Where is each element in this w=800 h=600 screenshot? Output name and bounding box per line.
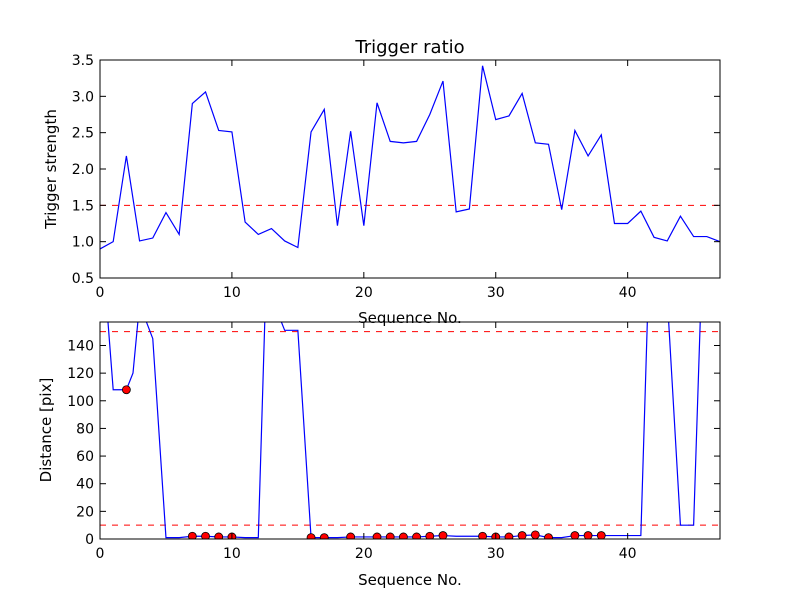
trigger-x-tick-label: 10	[223, 285, 241, 301]
trigger-chart-title: Trigger ratio	[354, 37, 464, 58]
distance-data-point	[596, 531, 606, 539]
trigger-y-tick-label: 2.5	[72, 126, 94, 142]
trigger-x-tick-label: 0	[96, 285, 105, 301]
distance-plot-frame	[99, 321, 721, 540]
distance-data-point	[412, 532, 421, 539]
distance-y-ticks: 0 20 40 60 80 100 120 140	[67, 338, 720, 548]
distance-y-axis-label: Distance [pix]	[37, 378, 55, 483]
distance-y-tick-label: 0	[85, 532, 94, 548]
trigger-y-ticks: 0.5 1.0 1.5 2.0 2.5 3.0 3.5	[72, 53, 720, 287]
distance-data-point	[214, 532, 224, 539]
distance-x-tick-label: 0	[96, 546, 105, 562]
distance-data-point	[187, 531, 197, 539]
distance-threshold-lines	[100, 331, 720, 526]
trigger-x-tick-label: 40	[619, 285, 637, 301]
trigger-ratio-panel: Trigger ratio 0 10 20 30 40 0.5 1.0 1.5 2.0 2.5 3…	[42, 37, 721, 327]
distance-x-tick-label: 30	[487, 546, 505, 562]
distance-data-point	[478, 531, 487, 539]
trigger-x-tick-label: 20	[355, 285, 373, 301]
distance-data-point	[319, 533, 329, 539]
distance-x-tick-label: 40	[619, 546, 637, 562]
distance-y-tick-label: 100	[67, 394, 94, 410]
distance-x-axis-label: Sequence No.	[358, 571, 462, 589]
distance-data-point	[372, 532, 382, 539]
distance-data-point	[530, 530, 540, 539]
distance-data-point	[399, 532, 408, 539]
trigger-y-tick-label: 3.0	[72, 89, 94, 105]
distance-data-point	[201, 531, 210, 539]
trigger-y-tick-label: 0.5	[72, 271, 94, 287]
trigger-series-line	[100, 65, 720, 250]
distance-y-tick-label: 20	[76, 504, 94, 520]
distance-y-tick-label: 140	[67, 338, 94, 354]
trigger-series-group	[100, 65, 720, 250]
distance-y-tick-label: 80	[76, 421, 94, 437]
distance-x-tick-label: 20	[355, 546, 373, 562]
distance-data-point	[544, 533, 553, 539]
distance-data-point	[583, 531, 593, 539]
distance-data-point	[385, 532, 395, 539]
distance-data-point	[121, 385, 131, 395]
distance-panel: 0 10 20 30 40 0 20 40 60 80 100 120 140 Sequence No…	[37, 321, 721, 589]
distance-data-point	[570, 531, 580, 539]
trigger-x-axis-label: Sequence No.	[358, 309, 462, 327]
trigger-y-axis-label: Trigger strength	[42, 109, 60, 230]
distance-data-point	[504, 532, 514, 539]
trigger-x-ticks: 0 10 20 30 40	[96, 60, 637, 301]
distance-x-ticks: 0 10 20 30 40	[96, 322, 637, 562]
distance-data-point	[438, 531, 448, 539]
distance-data-point	[306, 533, 316, 539]
distance-y-tick-label: 40	[76, 477, 94, 493]
trigger-y-tick-label: 1.5	[72, 198, 94, 214]
distance-x-tick-label: 10	[223, 546, 241, 562]
distance-data-point	[517, 531, 527, 539]
trigger-x-tick-label: 30	[487, 285, 505, 301]
distance-data-point	[425, 531, 435, 539]
trigger-y-tick-label: 3.5	[72, 53, 94, 69]
trigger-y-tick-label: 2.0	[72, 162, 94, 178]
distance-y-tick-label: 60	[76, 449, 94, 465]
distance-y-tick-label: 120	[67, 366, 94, 382]
distance-markers-group	[121, 385, 606, 539]
trigger-y-tick-label: 1.0	[72, 235, 94, 251]
distance-data-point	[346, 532, 356, 539]
